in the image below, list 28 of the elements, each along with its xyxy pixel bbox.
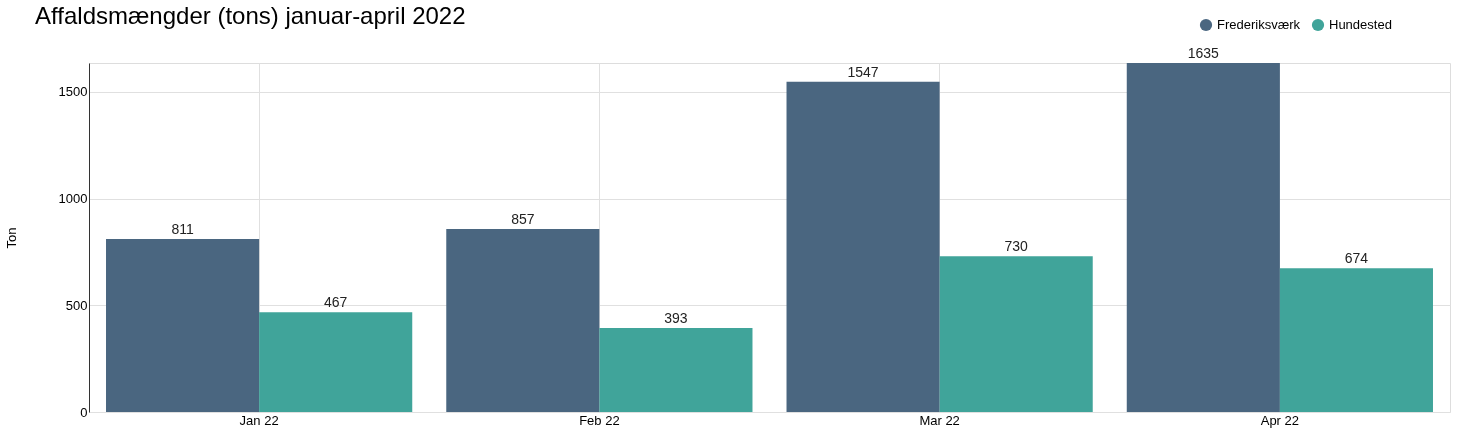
y-tick-label: 500	[65, 297, 88, 313]
data-label: 1635	[1187, 45, 1220, 61]
bar	[786, 81, 940, 412]
x-tick-label: Mar 22	[919, 412, 960, 428]
data-label: 674	[1344, 250, 1369, 267]
legend-label: Hundested	[1329, 17, 1392, 32]
x-tick-label: Apr 22	[1260, 412, 1300, 428]
chart-title: Affaldsmængder (tons) januar-april 2022	[35, 2, 466, 29]
bar	[939, 256, 1093, 412]
data-label: 730	[1004, 238, 1029, 255]
y-axis-title: Ton	[3, 227, 19, 249]
bar	[599, 328, 753, 412]
x-tick-label: Feb 22	[579, 412, 620, 428]
y-tick-label: 0	[80, 404, 88, 420]
y-tick-label: 1000	[58, 191, 88, 207]
data-label: 393	[664, 310, 688, 327]
x-tick-label: Jan 22	[239, 412, 279, 428]
bar	[1279, 268, 1433, 412]
bar	[1126, 63, 1280, 412]
data-label: 1547	[847, 63, 879, 80]
bar	[259, 312, 413, 412]
data-label: 857	[511, 211, 535, 228]
legend-label: Frederiksværk	[1217, 17, 1301, 32]
data-label: 811	[171, 220, 194, 237]
bar	[106, 238, 260, 412]
bar	[446, 229, 600, 412]
y-tick-label: 1500	[58, 84, 88, 100]
data-label: 467	[324, 294, 348, 311]
